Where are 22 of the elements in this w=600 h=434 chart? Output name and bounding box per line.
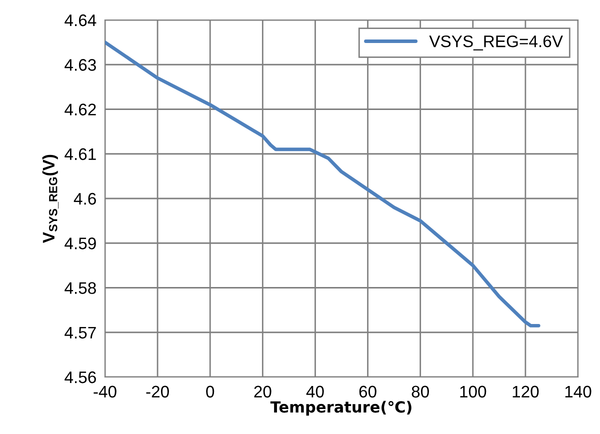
- x-tick-label: 140: [565, 386, 592, 398]
- x-tick-label: 120: [512, 386, 539, 398]
- x-tick-label: -40: [94, 386, 116, 398]
- y-axis-title: V$_{SYS_REG}$(V): [42, 154, 59, 243]
- x-tick-label: 100: [460, 386, 486, 398]
- x-tick-label: 40: [306, 386, 324, 398]
- x-tick-label: -20: [146, 386, 169, 398]
- y-tick-label: 4.56: [64, 371, 96, 384]
- x-tick-label: 60: [359, 386, 376, 398]
- y-tick-label: 4.59: [64, 238, 96, 250]
- y-tick-label: 4.62: [64, 104, 96, 116]
- legend-label: VSYS_REG=4.6V: [429, 35, 563, 50]
- y-tick-label: 4.58: [64, 282, 96, 294]
- x-tick-label: 0: [206, 386, 214, 398]
- x-axis-title: Temperature(℃): [270, 400, 412, 416]
- y-tick-label: 4.63: [64, 59, 96, 71]
- y-tick-label: 4.57: [64, 326, 96, 339]
- y-tick-label: 4.61: [64, 148, 96, 160]
- x-tick-label: 80: [412, 386, 429, 398]
- y-tick-label: 4.64: [64, 14, 96, 26]
- x-tick-label: 20: [254, 386, 272, 398]
- y-tick-label: 4.6: [74, 192, 96, 205]
